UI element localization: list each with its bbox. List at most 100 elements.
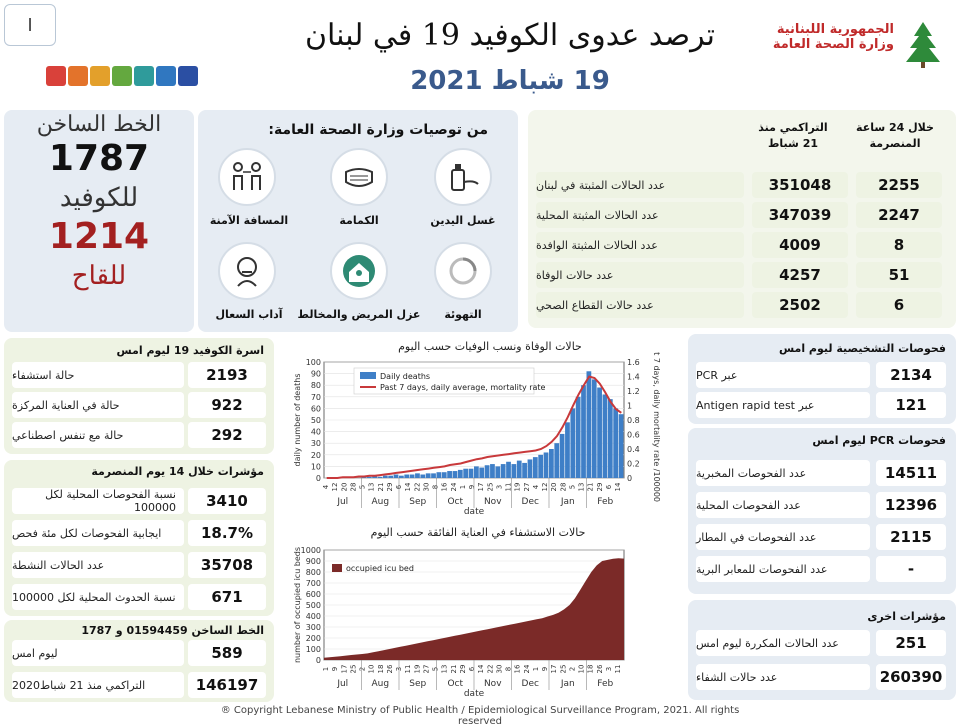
death-bar bbox=[511, 464, 517, 478]
y2-tick-label: 1 bbox=[627, 402, 632, 411]
footer-copyright: ® Copyright Lebanese Ministry of Public … bbox=[220, 705, 740, 727]
pcr_tests-row-label: عدد الفحوصات المخبرية bbox=[696, 460, 870, 486]
y2-tick-label: 0.6 bbox=[627, 431, 640, 440]
death-bar bbox=[372, 475, 377, 478]
death-bar bbox=[420, 474, 426, 478]
ministry-line1: الجمهورية اللبنانية bbox=[776, 22, 894, 37]
day-tick-label: 17 bbox=[340, 665, 348, 674]
death-bar bbox=[457, 469, 463, 478]
indicators14-row-label: نسبة الحدوث المحلية لكل 100000 bbox=[12, 584, 184, 610]
y2-tick-label: 0.2 bbox=[627, 460, 640, 469]
month-label: Dec bbox=[522, 497, 539, 507]
death-bar bbox=[447, 471, 452, 478]
stats-row-label: عدد الحالات المثبتة المحلية bbox=[536, 202, 744, 228]
dot-icon bbox=[112, 66, 132, 86]
day-tick-label: 20 bbox=[340, 483, 348, 492]
day-tick-label: 4 bbox=[532, 484, 540, 489]
chart1-title: حالات الوفاة ونسب الوفيات حسب اليوم bbox=[398, 340, 582, 353]
death-bar bbox=[538, 454, 544, 478]
y-tick-label: 60 bbox=[311, 404, 321, 413]
y-tick-label: 80 bbox=[311, 381, 321, 390]
y-tick-label: 40 bbox=[311, 428, 321, 437]
x-axis-label: date bbox=[464, 689, 485, 699]
day-tick-label: 14 bbox=[404, 482, 412, 491]
death-bar bbox=[474, 466, 479, 478]
day-tick-label: 11 bbox=[505, 483, 513, 492]
day-tick-label: 19 bbox=[514, 483, 522, 492]
day-tick-label: 18 bbox=[377, 665, 385, 674]
day-tick-label: 25 bbox=[349, 665, 357, 674]
y2-tick-label: 0.4 bbox=[627, 445, 640, 454]
legend-label-bar: Daily deaths bbox=[380, 372, 430, 381]
pcr_tests-row-value: - bbox=[876, 556, 946, 582]
x-axis-label: date bbox=[464, 507, 485, 517]
deaths-chart: 0 10 20 30 40 50 60 70 80 90 100 0 0.2 0.4 0.6 0.8 1 1.2 1… bbox=[293, 352, 661, 517]
hotline_calls-row-label: ليوم امس bbox=[12, 640, 184, 666]
day-tick-label: 14 bbox=[614, 482, 622, 491]
day-tick-label: 6 bbox=[468, 666, 476, 671]
day-tick-label: 1 bbox=[532, 667, 540, 671]
month-label: Feb bbox=[597, 679, 613, 689]
diag_tests-row-label: عبر Antigen rapid test bbox=[696, 392, 870, 418]
death-bar bbox=[490, 464, 495, 478]
pcr_tests-row-label: عدد الفحوصات المحلية bbox=[696, 492, 870, 518]
icu-area bbox=[324, 558, 624, 660]
y-tick-label: 20 bbox=[311, 451, 321, 460]
month-label: Aug bbox=[371, 679, 389, 689]
month-label: Dec bbox=[522, 679, 539, 689]
day-tick-label: 9 bbox=[541, 667, 549, 671]
stats-col-24h: خلال 24 ساعة المنصرمة bbox=[856, 121, 934, 150]
legend-box bbox=[353, 367, 535, 395]
y-tick-label: 0 bbox=[316, 474, 321, 483]
death-bar bbox=[506, 461, 511, 478]
hotline_calls-row-value: 589 bbox=[188, 640, 266, 666]
day-tick-label: 16 bbox=[514, 664, 522, 673]
day-tick-label: 29 bbox=[386, 483, 394, 492]
y-tick-label: 100 bbox=[306, 645, 321, 654]
hotline-covid-label: للكوفيد bbox=[59, 183, 139, 213]
y-tick-label: 30 bbox=[311, 439, 321, 448]
y-tick-label: 70 bbox=[311, 393, 321, 402]
y-tick-label: 0 bbox=[316, 656, 321, 665]
stats-row-cumulative: 347039 bbox=[752, 202, 848, 228]
y-tick-label: 800 bbox=[306, 568, 321, 577]
day-tick-label: 13 bbox=[578, 483, 586, 492]
death-bar bbox=[441, 472, 447, 478]
day-tick-label: 30 bbox=[495, 665, 503, 674]
y-tick-label: 100 bbox=[306, 358, 321, 367]
day-tick-label: 2 bbox=[359, 667, 367, 671]
day-tick-label: 29 bbox=[596, 483, 604, 492]
day-tick-label: 1 bbox=[322, 667, 330, 671]
stats-row-label: عدد حالات الوفاة bbox=[536, 262, 744, 288]
rec-label-cough: آداب السعال bbox=[215, 308, 283, 321]
dot-icon bbox=[178, 66, 198, 86]
day-tick-label: 17 bbox=[477, 483, 485, 492]
day-tick-label: 5 bbox=[359, 485, 367, 489]
legend-label-area: occupied icu bed bbox=[346, 564, 414, 573]
indicators14-row-label: نسبة الفحوصات المحلية لكل 100000 bbox=[12, 488, 184, 514]
day-tick-label: 12 bbox=[331, 483, 339, 492]
y-tick-label: 500 bbox=[306, 601, 321, 610]
stats-row-label: عدد الحالات المثبتة في لبنان bbox=[536, 172, 744, 198]
other-title: مؤشرات اخرى bbox=[867, 610, 946, 623]
stats-row-24h: 8 bbox=[856, 232, 942, 258]
y-tick-label: 900 bbox=[306, 557, 321, 566]
dot-icon bbox=[134, 66, 154, 86]
day-tick-label: 9 bbox=[331, 667, 339, 671]
death-bar bbox=[468, 468, 474, 478]
indicators14-row-value: 35708 bbox=[188, 552, 266, 578]
death-bar bbox=[500, 464, 506, 478]
legend-swatch-bar bbox=[360, 372, 376, 379]
day-tick-label: 8 bbox=[432, 485, 440, 489]
day-tick-label: 10 bbox=[368, 665, 376, 674]
indicators14-row-label: ايجابية الفحوصات لكل مئة فحص bbox=[12, 520, 184, 546]
day-tick-label: 17 bbox=[550, 665, 558, 674]
y-tick-label: 300 bbox=[306, 623, 321, 632]
ministry-name: الجمهورية اللبنانية وزارة الصحة العامة bbox=[752, 22, 894, 52]
death-bar bbox=[613, 408, 619, 478]
death-bar bbox=[607, 399, 613, 478]
hotline-covid-number: 1787 bbox=[48, 138, 150, 179]
day-tick-label: 22 bbox=[413, 483, 421, 492]
mortality-line bbox=[326, 375, 622, 479]
